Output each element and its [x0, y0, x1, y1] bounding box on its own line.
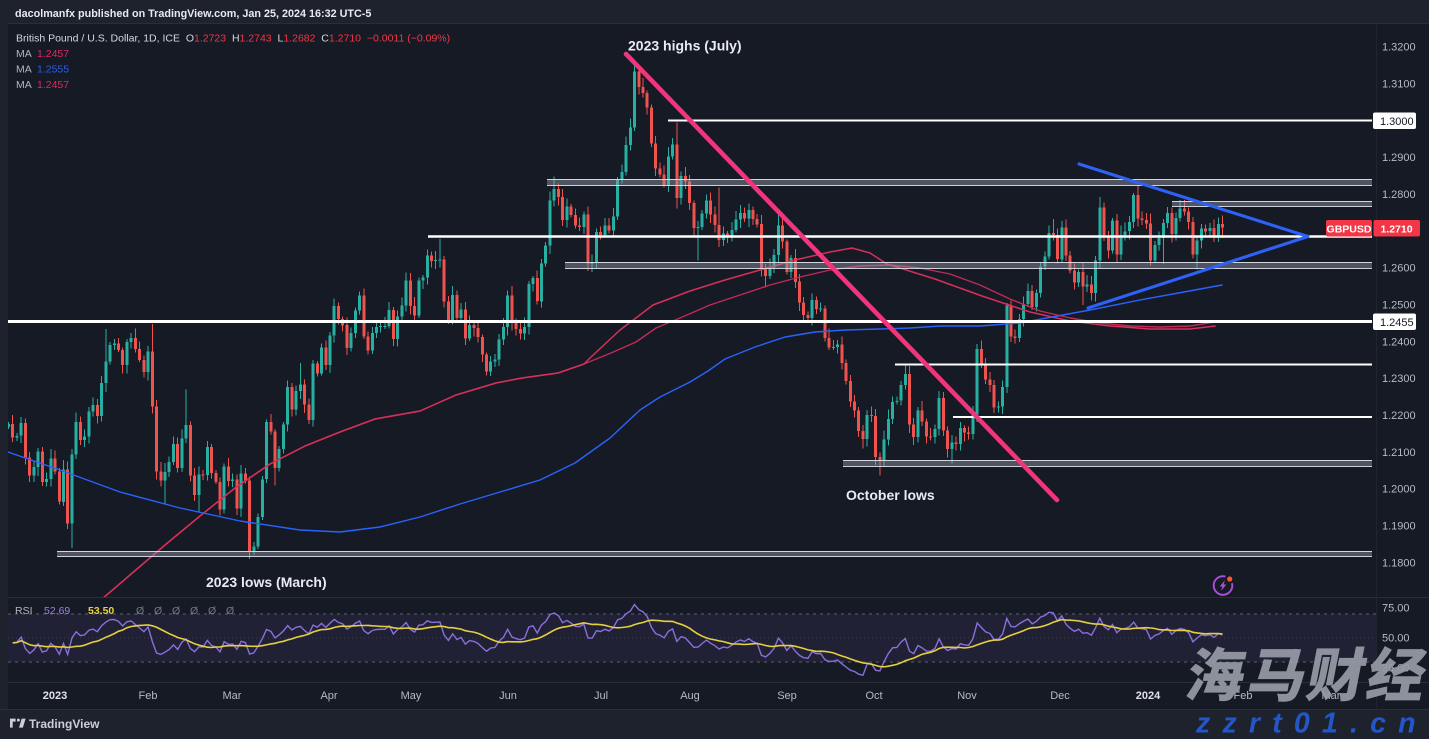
svg-text:1.1800: 1.1800: [1382, 557, 1416, 569]
svg-text:Sep: Sep: [777, 690, 797, 702]
svg-text:Feb: Feb: [139, 690, 158, 702]
svg-text:Nov: Nov: [957, 690, 977, 702]
svg-text:October lows: October lows: [846, 487, 935, 503]
svg-text:2023: 2023: [43, 690, 67, 702]
svg-text:May: May: [401, 690, 422, 702]
svg-text:1.3000: 1.3000: [1380, 116, 1414, 128]
svg-text:1.2800: 1.2800: [1382, 189, 1416, 201]
svg-text:MA1.2457: MA 1.2457: [16, 48, 69, 60]
svg-text:zzrt01.cn: zzrt01.cn: [1195, 708, 1428, 739]
svg-text:1.2100: 1.2100: [1382, 447, 1416, 459]
svg-text:Mar: Mar: [223, 690, 242, 702]
svg-text:GBPUSD: GBPUSD: [1327, 224, 1372, 236]
svg-text:1.1900: 1.1900: [1382, 521, 1416, 533]
svg-text:1.2600: 1.2600: [1382, 263, 1416, 275]
svg-text:1.2455: 1.2455: [1380, 317, 1414, 329]
svg-text:1.3100: 1.3100: [1382, 78, 1416, 90]
svg-text:1.2400: 1.2400: [1382, 336, 1416, 348]
svg-text:Dec: Dec: [1050, 690, 1070, 702]
svg-text:2023 highs (July): 2023 highs (July): [628, 38, 742, 54]
svg-text:Aug: Aug: [680, 690, 700, 702]
svg-text:MA1.2457: MA 1.2457: [16, 79, 69, 91]
svg-text:2024: 2024: [1136, 690, 1161, 702]
svg-text:TradingView: TradingView: [29, 717, 100, 731]
svg-text:50.00: 50.00: [1382, 633, 1410, 645]
svg-text:1.2200: 1.2200: [1382, 410, 1416, 422]
svg-text:2023 lows (March): 2023 lows (March): [206, 574, 327, 590]
svg-text:1.2000: 1.2000: [1382, 484, 1416, 496]
svg-text:Jun: Jun: [499, 690, 517, 702]
svg-text:Feb: Feb: [1234, 690, 1253, 702]
svg-text:Oct: Oct: [865, 690, 882, 702]
svg-text:1.2500: 1.2500: [1382, 300, 1416, 312]
svg-text:dacolmanfx published on Tradin: dacolmanfx published on TradingView.com,…: [15, 8, 371, 20]
svg-text:1.2710: 1.2710: [1380, 224, 1412, 236]
svg-text:British Pound / U.S. Dollar, 1: British Pound / U.S. Dollar, 1D, ICE O1.…: [16, 33, 450, 45]
svg-text:1.3200: 1.3200: [1382, 42, 1416, 54]
svg-text:75.00: 75.00: [1382, 603, 1410, 615]
svg-text:Apr: Apr: [320, 690, 337, 702]
svg-text:MA1.2555: MA 1.2555: [16, 64, 69, 76]
svg-text:Jul: Jul: [594, 690, 608, 702]
svg-text:1.2900: 1.2900: [1382, 152, 1416, 164]
svg-text:1.2300: 1.2300: [1382, 373, 1416, 385]
